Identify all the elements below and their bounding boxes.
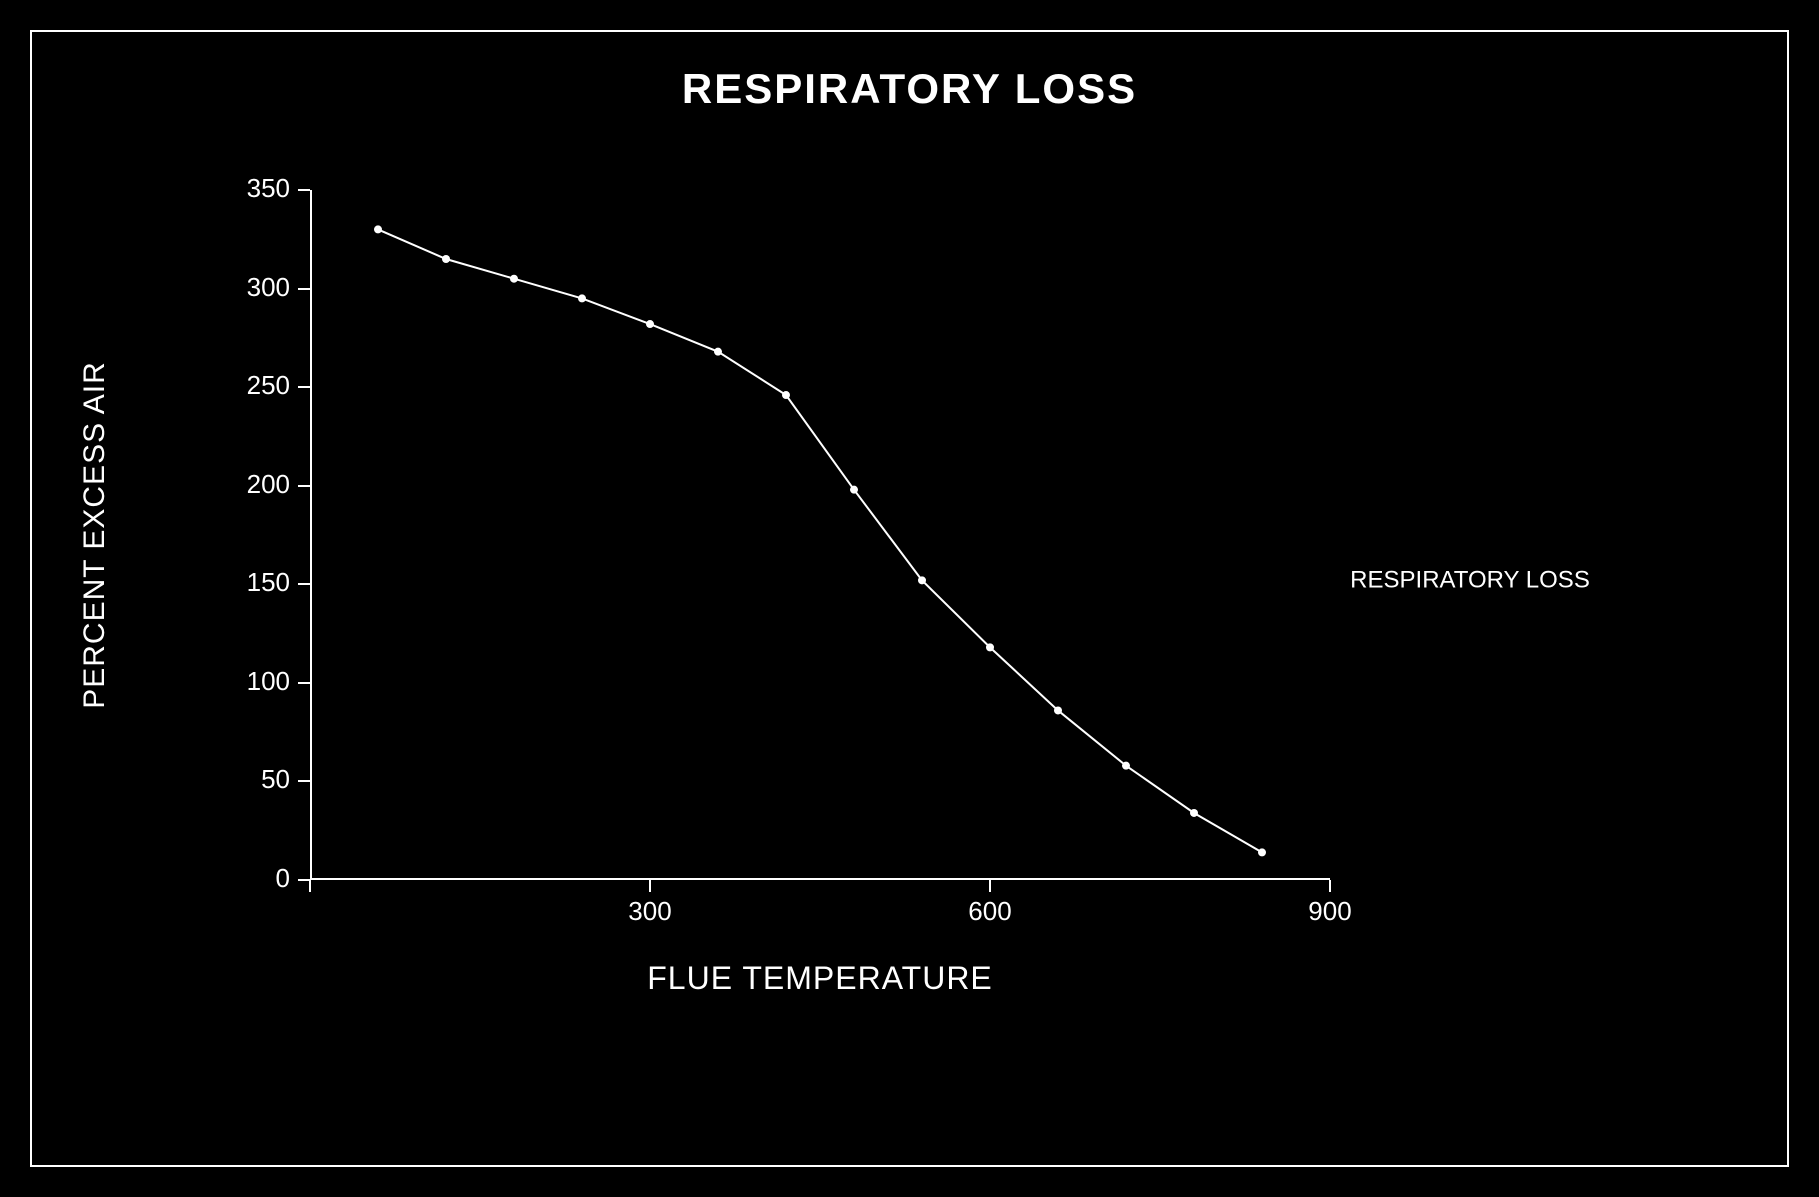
series-marker [578, 294, 586, 302]
series-marker [714, 348, 722, 356]
page: RESPIRATORY LOSS PERCENT EXCESS AIR FLUE… [0, 0, 1819, 1197]
series-marker [1258, 848, 1266, 856]
y-tick-label: 200 [247, 469, 290, 500]
y-tick-label: 150 [247, 567, 290, 598]
series-marker [1122, 762, 1130, 770]
y-tick-label: 300 [247, 272, 290, 303]
series-marker [918, 576, 926, 584]
series-marker [374, 225, 382, 233]
series-marker [986, 643, 994, 651]
y-tick-label: 100 [247, 666, 290, 697]
y-tick-label: 350 [247, 173, 290, 204]
y-tick-label: 250 [247, 370, 290, 401]
y-tick-label: 50 [261, 764, 290, 795]
chart-title: RESPIRATORY LOSS [0, 65, 1819, 113]
y-tick-mark [298, 485, 310, 487]
y-tick-mark [298, 189, 310, 191]
x-tick-mark [309, 880, 311, 892]
y-tick-mark [298, 682, 310, 684]
x-tick-label: 300 [628, 896, 671, 927]
y-tick-mark [298, 583, 310, 585]
plot-area [310, 190, 1330, 880]
x-tick-mark [649, 880, 651, 892]
legend-label: RESPIRATORY LOSS [1340, 564, 1600, 595]
x-axis-label: FLUE TEMPERATURE [647, 960, 993, 997]
x-tick-label: 600 [968, 896, 1011, 927]
series-marker [1190, 809, 1198, 817]
series-marker [510, 275, 518, 283]
y-tick-label: 0 [276, 863, 290, 894]
series-svg [310, 190, 1330, 880]
x-tick-label: 900 [1308, 896, 1351, 927]
y-tick-mark [298, 386, 310, 388]
series-marker [782, 391, 790, 399]
series-marker [850, 486, 858, 494]
series-marker [1054, 706, 1062, 714]
x-tick-mark [1329, 880, 1331, 892]
series-line [378, 229, 1262, 852]
x-tick-mark [989, 880, 991, 892]
series-marker [646, 320, 654, 328]
y-axis-label: PERCENT EXCESS AIR [78, 361, 112, 709]
y-tick-mark [298, 780, 310, 782]
y-tick-mark [298, 288, 310, 290]
series-marker [442, 255, 450, 263]
